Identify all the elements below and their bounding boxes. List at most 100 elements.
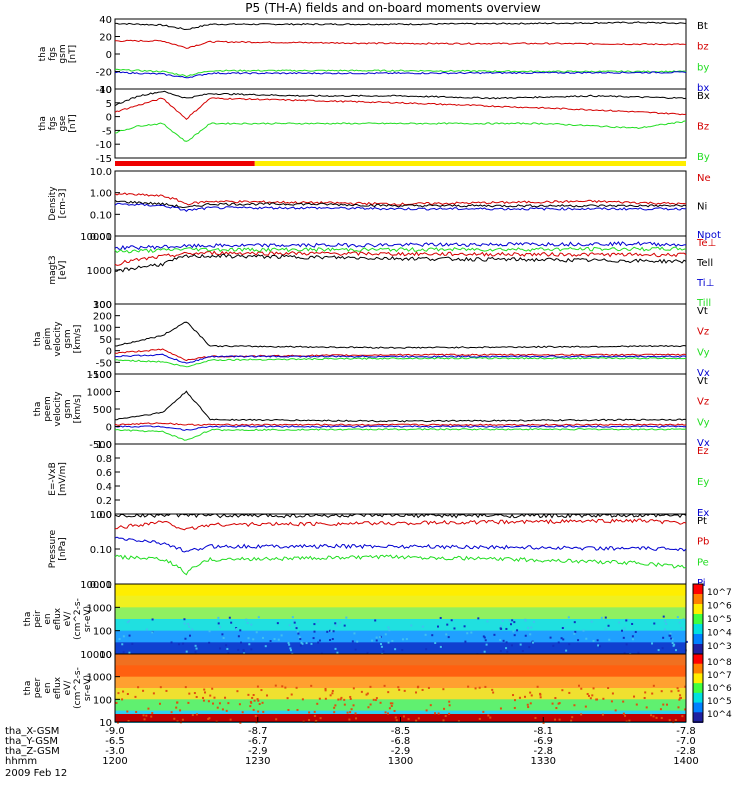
spectrogram-pixel bbox=[333, 706, 336, 709]
y-tick-label: 10 bbox=[99, 85, 112, 96]
x-row-value: -3.0 bbox=[105, 746, 125, 757]
legend-label: Ti⊥ bbox=[696, 278, 714, 289]
spectrogram-pixel bbox=[591, 694, 594, 697]
y-tick-label: -50 bbox=[96, 358, 112, 369]
spectrogram-pixel bbox=[371, 639, 374, 642]
spectrogram-band bbox=[115, 654, 686, 667]
x-row-label: tha_Z-GSM bbox=[5, 746, 60, 757]
panels: Btbzbybx40200-20-40thafgsgsm[nT]BxBzBy10… bbox=[23, 15, 732, 729]
spectrogram-pixel bbox=[193, 692, 196, 695]
legend-label: Vx bbox=[697, 438, 710, 449]
spectrogram-pixel bbox=[610, 700, 613, 703]
spectrogram-pixel bbox=[276, 622, 279, 625]
spectrogram-pixel bbox=[434, 642, 437, 645]
spectrogram-pixel bbox=[453, 627, 456, 630]
spectrogram-pixel bbox=[195, 713, 198, 716]
x-row-value: -2.8 bbox=[676, 746, 696, 757]
spectrogram-pixel bbox=[261, 636, 264, 639]
spectrogram-pixel bbox=[331, 689, 334, 692]
spectrogram-pixel bbox=[222, 636, 225, 639]
spectrogram-pixel bbox=[356, 640, 359, 643]
spectrogram-pixel bbox=[128, 620, 131, 623]
legend-label: Ne bbox=[697, 173, 711, 184]
spectrogram-pixel bbox=[421, 688, 424, 691]
spectrogram-pixel bbox=[346, 711, 349, 714]
legend-label: By bbox=[697, 152, 710, 163]
spectrogram-pixel bbox=[531, 641, 534, 644]
spectrogram-pixel bbox=[145, 628, 148, 631]
colorbar-segment bbox=[693, 584, 703, 595]
y-tick-label: 0.01 bbox=[90, 232, 112, 243]
spectrogram-pixel bbox=[398, 688, 401, 691]
spectrogram-pixel bbox=[264, 645, 267, 648]
spectrogram-pixel bbox=[652, 715, 655, 718]
spectrogram-pixel bbox=[332, 630, 335, 633]
spectrogram-pixel bbox=[218, 626, 221, 629]
spectrogram-pixel bbox=[249, 705, 252, 708]
y-tick-label: 100 bbox=[93, 695, 112, 706]
spectrogram-pixel bbox=[185, 650, 188, 653]
spectrogram-pixel bbox=[151, 618, 154, 621]
y-axis-label: thapeimvelocitygsm[km/s] bbox=[33, 321, 83, 357]
spectrogram-pixel bbox=[573, 621, 576, 624]
spectrogram-pixel bbox=[380, 645, 383, 648]
spectrogram-pixel bbox=[539, 693, 542, 696]
spectrogram-pixel bbox=[122, 690, 125, 693]
spectrogram-pixel bbox=[443, 707, 446, 710]
spectrogram-pixel bbox=[280, 634, 283, 637]
spectrogram-pixel bbox=[664, 620, 667, 623]
spectrogram-pixel bbox=[375, 636, 378, 639]
spectrogram-pixel bbox=[524, 634, 527, 637]
spectrogram-pixel bbox=[316, 702, 319, 705]
spectrogram-pixel bbox=[217, 616, 220, 619]
spectrogram-pixel bbox=[663, 628, 666, 631]
spectrogram-pixel bbox=[207, 700, 210, 703]
spectrogram-pixel bbox=[555, 707, 558, 710]
spectrogram-pixel bbox=[682, 618, 685, 621]
colorbar-label: 10^5 bbox=[707, 697, 732, 707]
spectrogram-pixel bbox=[499, 707, 502, 710]
spectrogram-pixel bbox=[561, 627, 564, 630]
spectrogram-pixel bbox=[191, 628, 194, 631]
legend-label: Vx bbox=[697, 368, 710, 379]
spectrogram-pixel bbox=[348, 718, 351, 721]
spectrogram-pixel bbox=[367, 706, 370, 709]
spectrogram-pixel bbox=[295, 686, 298, 689]
spectrogram-pixel bbox=[665, 622, 668, 625]
spectrogram-pixel bbox=[625, 643, 628, 646]
legend-label: by bbox=[697, 62, 709, 73]
spectrogram-pixel bbox=[434, 712, 437, 715]
spectrogram-pixel bbox=[631, 635, 634, 638]
spectrogram-pixel bbox=[437, 712, 440, 715]
spectrogram-pixel bbox=[324, 689, 327, 692]
spectrogram-pixel bbox=[596, 639, 599, 642]
spectrogram-pixel bbox=[335, 624, 338, 627]
x-row-value: -8.5 bbox=[391, 726, 411, 737]
spectrogram-pixel bbox=[260, 689, 263, 692]
spectrogram-pixel bbox=[505, 627, 508, 630]
spectrogram-pixel bbox=[415, 691, 418, 694]
spectrogram-pixel bbox=[310, 642, 313, 645]
spectrogram-band bbox=[115, 699, 686, 712]
series-line-Bz bbox=[114, 97, 687, 120]
spectrogram-pixel bbox=[589, 697, 592, 700]
y-tick-label: 0.8 bbox=[96, 454, 112, 465]
spectrogram-pixel bbox=[595, 698, 598, 701]
legend-label: Vt bbox=[697, 306, 708, 317]
spectrogram-pixel bbox=[188, 625, 191, 628]
colorbar-segment bbox=[693, 624, 703, 635]
spectrogram-pixel bbox=[349, 697, 352, 700]
spectrogram-pixel bbox=[485, 643, 488, 646]
spectrogram-pixel bbox=[625, 619, 628, 622]
x-row-value: 1200 bbox=[102, 756, 127, 767]
spectrogram-pixel bbox=[631, 638, 634, 641]
spectrogram-pixel bbox=[258, 703, 261, 706]
spectrogram-pixel bbox=[592, 639, 595, 642]
spectrogram-pixel bbox=[448, 700, 451, 703]
spectrogram-pixel bbox=[662, 703, 665, 706]
spectrogram-pixel bbox=[284, 686, 287, 689]
y-tick-label: -500 bbox=[89, 440, 112, 451]
x-row-value: 1330 bbox=[531, 756, 556, 767]
spectrogram-pixel bbox=[549, 636, 552, 639]
y-tick-label: 5 bbox=[106, 99, 112, 110]
